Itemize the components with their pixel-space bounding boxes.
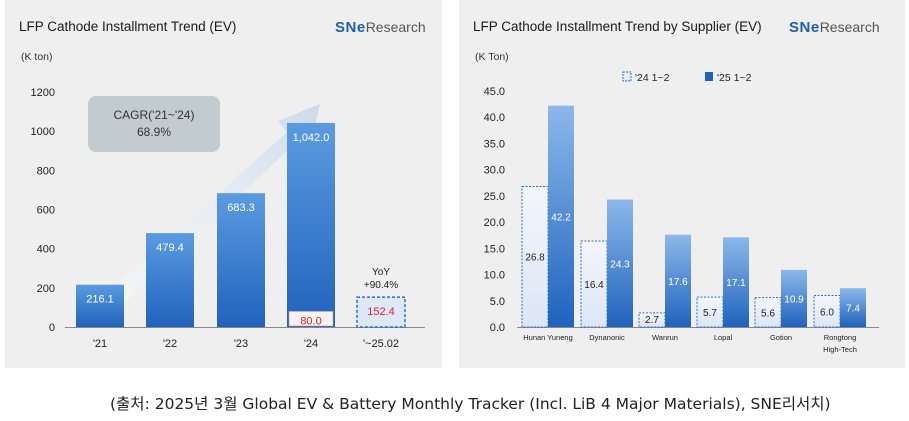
bar-2024-value-label: 26.8 [525, 253, 545, 264]
right-x-tick-label: Dynanonic [589, 333, 625, 342]
bar-2025-1 [607, 199, 633, 327]
legend-swatch-2024 [622, 71, 632, 82]
right-y-tick-label: 30.0 [484, 165, 505, 177]
bar-2025-2 [665, 234, 691, 327]
bar-2024-value-label: 16.4 [584, 280, 604, 291]
right-chart-svg: (K Ton) 0.0 5.0 10.0 15.0 20.0 25.0 30.0 35.0 40.… [475, 51, 879, 354]
right-y-tick-label: 15.0 [484, 243, 505, 255]
left-y-tick-label: 1000 [31, 126, 55, 138]
left-x-tick-label: '24 [304, 338, 318, 350]
left-y-tick-label: 400 [37, 244, 55, 256]
right-x-tick-label: Wanrun [652, 333, 678, 342]
cagr-value-label: 68.9% [137, 125, 171, 139]
bar-2021 [76, 284, 124, 327]
yoy-label: YoY [372, 267, 390, 278]
bar-2025-0 [548, 105, 574, 327]
bar-2024-value-label: 5.6 [761, 308, 775, 319]
cagr-period-label: CAGR('21~'24) [114, 108, 195, 122]
left-y-tick-label: 600 [37, 205, 55, 217]
bar-2024-0 [521, 185, 549, 328]
bar-2025-ytd [356, 296, 406, 328]
left-chart-svg: (K ton) 0 200 400 600 800 1000 1200 CAGR('21~'24… [21, 51, 425, 350]
logo-research-text: Research [365, 19, 426, 35]
right-y-axis-unit: (K Ton) [475, 51, 509, 63]
yoy-value-label: +90.4% [364, 280, 398, 291]
legend-label-2025: '25 1~2 [717, 72, 752, 84]
right-y-tick-label: 40.0 [484, 112, 505, 124]
logo-sne-text-right: SNe [789, 19, 820, 36]
right-y-tick-label: 35.0 [484, 138, 505, 150]
bar-2025-value-label: 7.4 [846, 304, 860, 315]
right-x-tick-sublabel: High-Tech [823, 345, 857, 354]
left-x-tick-label: '22 [163, 338, 177, 350]
bar-2024 [287, 122, 335, 327]
bar-2024-4 [754, 297, 782, 328]
bar-2025-value-label: 42.2 [551, 212, 571, 223]
bar-2025-value-label: 10.9 [784, 294, 804, 305]
right-chart-panel: LFP Cathode Installment Trend by Supplie… [459, 0, 905, 368]
bar-value-label: 152.4 [367, 306, 395, 318]
bar-2023 [217, 193, 265, 327]
left-x-tick-label: '21 [93, 338, 107, 350]
left-chart-title: LFP Cathode Installment Trend (EV) [19, 19, 237, 34]
left-y-tick-label: 0 [49, 322, 55, 334]
bar-2025-value-label: 17.6 [668, 277, 688, 288]
logo-sne-text: SNe [335, 19, 366, 36]
left-x-tick-label: '~25.02 [363, 338, 399, 350]
right-x-tick-label: Rongtong [824, 333, 857, 342]
left-y-tick-label: 800 [37, 165, 55, 177]
right-y-tick-label: 25.0 [484, 191, 505, 203]
bar-value-label: 216.1 [86, 294, 114, 306]
sne-research-logo-right: SNeResearch [789, 19, 880, 36]
bar-2022 [146, 233, 194, 327]
right-x-tick-label: Lopal [714, 333, 733, 342]
bar-2024-3 [696, 296, 724, 328]
bar-2025-value-label: 24.3 [610, 259, 630, 270]
left-x-tick-label: '23 [234, 338, 248, 350]
left-y-tick-label: 200 [37, 283, 55, 295]
right-y-tick-label: 20.0 [484, 217, 505, 229]
right-y-tick-label: 0.0 [490, 322, 505, 334]
bar-2025-5 [840, 288, 866, 327]
legend-swatch-2025 [705, 72, 713, 81]
left-y-tick-label: 1200 [31, 87, 55, 99]
bar-value-label: 479.4 [156, 242, 184, 254]
right-x-tick-label: Hunan Yuneng [523, 333, 573, 342]
bar-2024-value-label: 2.7 [645, 315, 659, 326]
bar-2024-1 [580, 240, 608, 328]
bar-2024-value-label: 5.7 [703, 308, 717, 319]
bar-2025-3 [723, 237, 749, 327]
bar-2025-4 [781, 269, 807, 327]
bar-2024-value-label: 6.0 [820, 307, 834, 318]
legend-label-2024: '24 1~2 [635, 72, 670, 84]
right-chart-title: LFP Cathode Installment Trend by Supplie… [473, 19, 762, 34]
right-y-tick-label: 5.0 [490, 296, 505, 308]
logo-research-text-right: Research [819, 19, 880, 35]
highlight-value-label: 80.0 [300, 315, 321, 327]
right-y-tick-label: 45.0 [484, 86, 505, 98]
left-y-axis-unit: (K ton) [21, 51, 53, 63]
bar-value-label: 683.3 [227, 202, 255, 214]
sne-research-logo: SNeResearch [335, 19, 426, 36]
bar-2025-value-label: 17.1 [726, 278, 746, 289]
right-y-tick-label: 10.0 [484, 270, 505, 282]
bar-2024-5 [813, 295, 841, 328]
bar-2024-jan-feb-highlight [288, 310, 334, 327]
left-chart-panel: LFP Cathode Installment Trend (EV) SNeRe… [5, 0, 442, 368]
right-x-tick-label: Gotion [770, 333, 792, 342]
source-caption: (출처: 2025년 3월 Global EV & Battery Monthl… [110, 395, 831, 413]
bar-value-label: 1,042.0 [293, 132, 330, 144]
cagr-callout-box [88, 96, 220, 152]
